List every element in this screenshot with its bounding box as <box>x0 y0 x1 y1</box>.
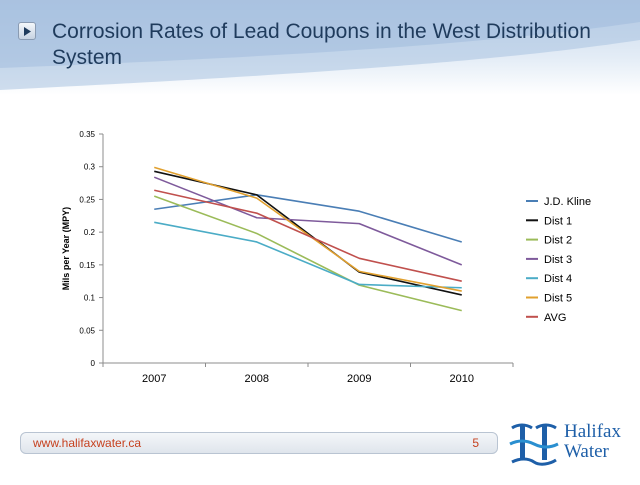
x-tick-label: 2010 <box>450 373 474 385</box>
y-tick-label: 0.3 <box>84 163 96 172</box>
title-bullet-icon <box>18 22 36 40</box>
series-line-dist-4 <box>154 221 462 289</box>
halifax-water-logo: Halifax Water <box>508 420 638 468</box>
x-tick-label: 2009 <box>347 373 371 385</box>
y-tick-label: 0 <box>91 359 96 368</box>
legend-label: AVG <box>544 312 566 324</box>
slide-title: Corrosion Rates of Lead Coupons in the W… <box>52 20 591 69</box>
footer-bar: www.halifaxwater.ca 5 <box>20 432 498 454</box>
series-line-dist-2 <box>153 195 462 312</box>
footer-url-link[interactable]: www.halifaxwater.ca <box>33 436 142 450</box>
header-swoosh <box>0 0 640 90</box>
legend-label: J.D. Kline <box>544 196 591 208</box>
series-line-dist-1 <box>154 170 462 296</box>
page-number: 5 <box>472 436 479 450</box>
y-tick-label: 0.2 <box>84 228 96 237</box>
legend-label: Dist 5 <box>544 293 572 305</box>
halifax-water-logo-mark <box>509 423 559 466</box>
legend-label: Dist 3 <box>544 254 572 266</box>
y-axis-label: Mils per Year (MPY) <box>61 207 71 290</box>
series-line-avg <box>154 189 462 282</box>
legend-label: Dist 1 <box>544 215 572 227</box>
x-tick-label: 2007 <box>142 373 166 385</box>
y-tick-label: 0.35 <box>79 130 95 139</box>
y-tick-label: 0.15 <box>79 261 95 270</box>
x-tick-label: 2008 <box>245 373 269 385</box>
logo-line-2: Water <box>564 441 609 462</box>
legend-label: Dist 4 <box>544 273 572 285</box>
y-tick-label: 0.25 <box>79 195 95 204</box>
y-tick-label: 0.1 <box>84 294 96 303</box>
logo-line-1: Halifax <box>564 421 621 442</box>
series-line-dist-3 <box>153 176 463 266</box>
logo-text: Halifax Water <box>564 422 621 462</box>
series-line-dist-5 <box>154 166 462 292</box>
legend-label: Dist 2 <box>544 235 572 247</box>
y-tick-label: 0.05 <box>79 326 95 335</box>
